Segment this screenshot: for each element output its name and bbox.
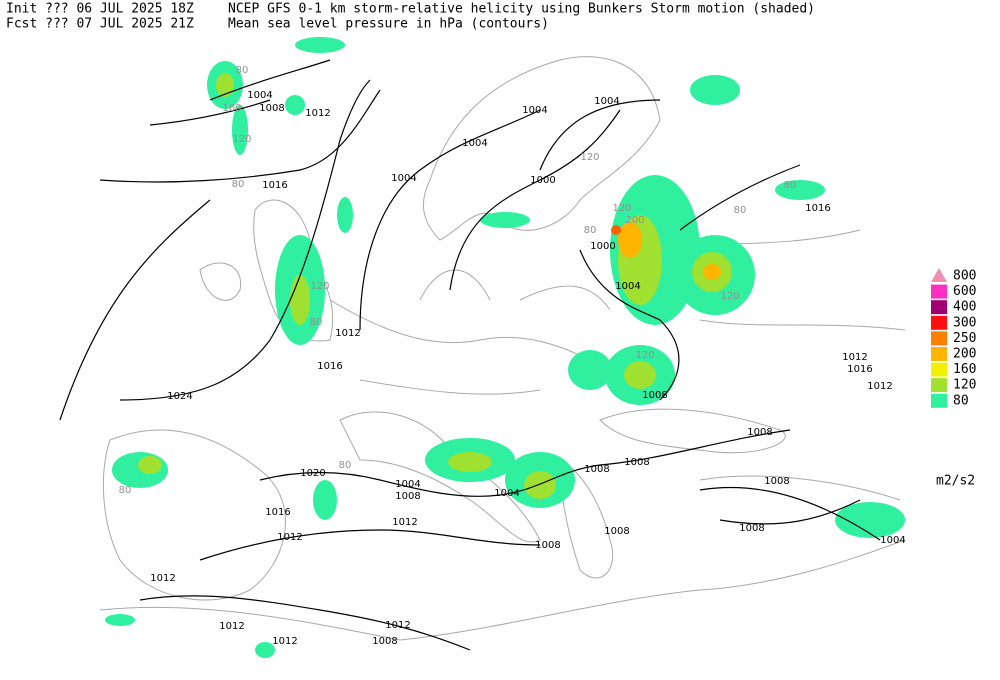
legend-unit: m2/s2 — [936, 474, 975, 489]
legend-swatch — [931, 284, 947, 299]
legend-swatch — [931, 393, 947, 408]
isobar-label: 1012 — [219, 621, 244, 632]
isobar-label: 1008 — [642, 390, 667, 401]
legend-label: 250 — [953, 331, 976, 346]
isobars — [59, 59, 881, 651]
helicity-label: 200 — [625, 215, 644, 226]
isobar-label: 1008 — [747, 427, 772, 438]
legend-swatch — [931, 300, 947, 315]
isobar-label: 1012 — [392, 517, 417, 528]
coastlines — [99, 56, 906, 641]
helicity-label: 120 — [635, 350, 654, 361]
isobar-label: 1012 — [150, 573, 175, 584]
fcst-text: Fcst ??? 07 JUL 2025 21Z — [6, 17, 194, 32]
helicity-label: 80 — [734, 205, 747, 216]
isobar-label: 1008 — [739, 523, 764, 534]
helicity-label: 120 — [612, 203, 631, 214]
helicity-label: 80 — [310, 317, 323, 328]
helicity-label: 80 — [339, 460, 352, 471]
isobar-label: 1008 — [604, 526, 629, 537]
helicity-label: 120 — [720, 291, 739, 302]
isobar-label: 1016 — [847, 364, 872, 375]
isobar-label: 1024 — [167, 391, 192, 402]
isobar-label: 1012 — [335, 328, 360, 339]
isobar-label: 1004 — [880, 535, 905, 546]
map-subtitle: Mean sea level pressure in hPa (contours… — [228, 17, 549, 32]
legend-label: 600 — [953, 284, 976, 299]
legend-label: 300 — [953, 315, 976, 330]
isobar-label: 1012 — [272, 636, 297, 647]
helicity-label: 120 — [232, 134, 251, 145]
isobar-label: 1004 — [395, 479, 420, 490]
helicity-label: 80 — [784, 180, 797, 191]
legend-swatch — [931, 268, 947, 282]
legend-swatch — [931, 315, 947, 330]
map-title: NCEP GFS 0-1 km storm-relative helicity … — [228, 2, 815, 17]
helicity-label: 120 — [310, 281, 329, 292]
legend-label: 160 — [953, 362, 976, 377]
isobar-label: 1008 — [584, 464, 609, 475]
helicity-label: 80 — [232, 179, 245, 190]
isobar-label: 1012 — [385, 620, 410, 631]
isobar-label: 1008 — [259, 103, 284, 114]
isobar-label: 1012 — [277, 532, 302, 543]
isobar-label: 1012 — [867, 381, 892, 392]
isobar-label: 1004 — [615, 281, 640, 292]
isobar-label: 1008 — [372, 636, 397, 647]
legend-label: 400 — [953, 300, 976, 315]
isobar-label: 1000 — [590, 241, 615, 252]
isobar-label: 1012 — [842, 352, 867, 363]
isobar-label: 1004 — [494, 488, 519, 499]
isobar-label: 1016 — [805, 203, 830, 214]
isobar-label: 1008 — [624, 457, 649, 468]
legend-label: 200 — [953, 347, 976, 362]
helicity-label: 120 — [580, 152, 599, 163]
isobar-label: 1020 — [300, 468, 325, 479]
isobar-label: 1008 — [395, 491, 420, 502]
isobar-label: 1004 — [391, 173, 416, 184]
helicity-label: 80 — [236, 65, 249, 76]
init-text: Init ??? 06 JUL 2025 18Z — [6, 2, 194, 17]
legend-swatch — [931, 378, 947, 393]
legend-label: 80 — [953, 393, 969, 408]
legend-label: 120 — [953, 378, 976, 393]
helicity-shading — [105, 37, 905, 658]
isobar-label: 1016 — [317, 361, 342, 372]
isobar-label: 1004 — [247, 90, 272, 101]
helicity-label: 80 — [584, 225, 597, 236]
isobar-label: 1008 — [535, 540, 560, 551]
isobar-label: 1008 — [764, 476, 789, 487]
isobar-label: 1016 — [265, 507, 290, 518]
legend-swatch — [931, 331, 947, 346]
helicity-label: 80 — [119, 485, 132, 496]
isobar-label: 1012 — [305, 108, 330, 119]
isobar-label: 1000 — [530, 175, 555, 186]
legend-swatch — [931, 347, 947, 361]
isobar-label: 1004 — [522, 105, 547, 116]
isobar-label: 1016 — [262, 180, 287, 191]
helicity-label: 160 — [222, 103, 241, 114]
isobar-label: 1004 — [594, 96, 619, 107]
isobar-label: 1004 — [462, 138, 487, 149]
legend-label: 800 — [953, 269, 976, 284]
legend-swatch — [931, 362, 947, 377]
